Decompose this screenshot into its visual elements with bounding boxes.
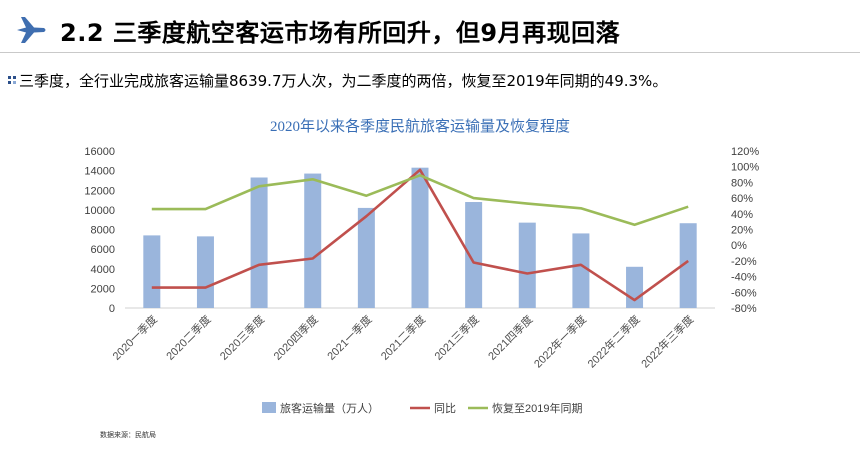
right-tick-label: -20%: [731, 256, 757, 268]
airplane-icon: [17, 17, 46, 43]
x-tick-label: 2021四季度: [485, 312, 536, 363]
bar: [357, 207, 375, 308]
right-tick-label: 80%: [731, 177, 753, 189]
legend-label: 同比: [434, 402, 456, 415]
header-divider: [0, 52, 860, 53]
right-tick-label: 20%: [731, 225, 753, 237]
bar: [626, 266, 644, 308]
left-tick-label: 12000: [84, 185, 115, 197]
legend-label: 恢复至2019年同期: [492, 401, 582, 415]
left-axis: 0 2000 4000 6000 8000 10000 12000 14000 16000: [84, 146, 115, 315]
bar: [143, 235, 161, 308]
legend: 旅客运输量（万人） 同比 恢复至2019年同期: [262, 401, 582, 415]
summary-text: 三季度，全行业完成旅客运输量8639.7万人次，为二季度的两倍，恢复至2019年…: [19, 72, 668, 90]
x-tick-label: 2020三季度: [217, 312, 268, 363]
right-tick-label: 60%: [731, 193, 753, 205]
x-tick-label: 2022年一季度: [531, 312, 589, 370]
right-tick-label: -40%: [731, 272, 757, 284]
x-axis: 2020一季度 2020二季度 2020三季度 2020四季度 2021一季度 2021二…: [109, 312, 696, 370]
x-tick-label: 2022年三季度: [638, 312, 696, 370]
left-tick-label: 14000: [84, 166, 115, 178]
data-source: 数据来源：民航局: [100, 431, 156, 439]
left-tick-label: 4000: [91, 264, 115, 276]
left-tick-label: 6000: [91, 244, 115, 256]
legend-bar-swatch: [262, 402, 276, 413]
bar: [304, 173, 322, 308]
right-tick-label: 120%: [731, 146, 759, 158]
x-tick-label: 2020一季度: [109, 312, 160, 363]
chart-title: 2020年以来各季度民航旅客运输量及恢复程度: [270, 117, 570, 135]
right-tick-label: 100%: [731, 162, 759, 174]
right-tick-label: 40%: [731, 209, 753, 221]
header: 2.2 三季度航空客运市场有所回升，但9月再现回落: [14, 12, 620, 48]
left-tick-label: 10000: [84, 205, 115, 217]
x-tick-label: 2022年二季度: [584, 312, 642, 370]
bar: [465, 202, 483, 308]
x-tick-label: 2020二季度: [163, 312, 214, 363]
left-tick-label: 8000: [91, 225, 115, 237]
bar: [196, 236, 214, 308]
line-series: [151, 168, 689, 302]
left-tick-label: 16000: [84, 146, 115, 158]
x-tick-label: 2021三季度: [431, 312, 482, 363]
x-tick-label: 2021二季度: [378, 312, 429, 363]
x-tick-label: 2020四季度: [270, 312, 321, 363]
yoy-line: [151, 168, 689, 302]
page-title: 2.2 三季度航空客运市场有所回升，但9月再现回落: [60, 18, 621, 47]
bullet-icon: [8, 76, 16, 85]
right-tick-label: -80%: [731, 303, 757, 315]
right-axis: -80% -60% -40% -20% 0% 20% 40% 60% 80% 100% 120%: [731, 146, 759, 315]
right-tick-label: 0%: [731, 240, 747, 252]
bar: [411, 167, 429, 308]
x-tick-label: 2021一季度: [324, 312, 375, 363]
recovery-line: [151, 174, 689, 227]
left-tick-label: 2000: [91, 283, 115, 295]
bar: [572, 233, 590, 308]
summary-line: 三季度，全行业完成旅客运输量8639.7万人次，为二季度的两倍，恢复至2019年…: [8, 70, 667, 91]
legend-label: 旅客运输量（万人）: [280, 401, 379, 415]
left-tick-label: 0: [109, 303, 115, 315]
bar: [250, 177, 268, 308]
bar: [679, 223, 697, 308]
right-tick-label: -60%: [731, 287, 757, 299]
bar: [518, 222, 536, 308]
